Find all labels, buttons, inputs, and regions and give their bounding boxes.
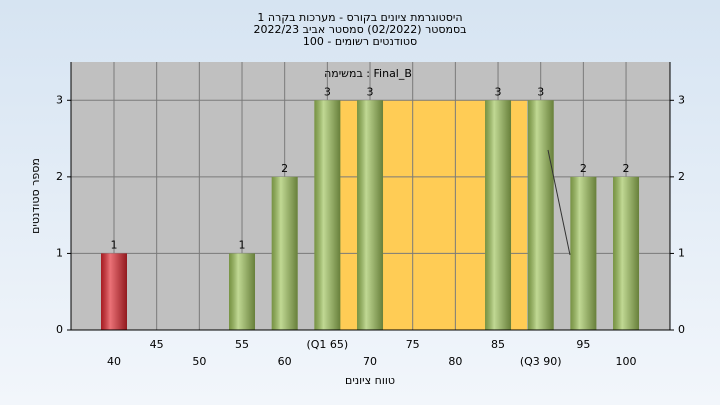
y2-tick-label: 1 [678,246,685,259]
x-tick-label: (Q1 65) [306,338,348,351]
value-label: 1 [239,238,246,251]
chart-subtitle: בסמסטר (02/2022) סמסטר אביב 2022/23 [253,23,466,36]
bar-shade [357,100,384,331]
y-tick-label: 0 [56,323,63,336]
x-tick-label: 100 [616,355,637,368]
y2-tick-label: 0 [678,323,685,336]
y-tick-label: 1 [56,246,63,259]
value-label: 1 [111,238,118,251]
bar-shade [613,176,640,330]
value-label: 2 [623,162,630,175]
y2-tick-label: 2 [678,170,685,183]
x-tick-label: 80 [448,355,462,368]
chart-title: היסטוגרמת ציונים בקורס - מערכות בקרה 1 [257,11,462,24]
connector [547,149,571,256]
y-axis-title: מספר סטודנטים [29,158,42,234]
x-tick-label: 45 [150,338,164,351]
y-tick-label: 2 [56,170,63,183]
bar-shade [485,100,512,331]
x-tick-label: 70 [363,355,377,368]
annotation: במשימה : Final_B [324,67,412,80]
chart-subtitle: סטודנטים רשומים - 100 [303,35,417,48]
y2-tick-label: 3 [678,93,685,106]
bar-shade [229,253,256,330]
value-label: 3 [495,85,502,98]
bar-shade [271,176,298,330]
x-tick-label: 95 [576,338,590,351]
y-tick-label: 3 [56,93,63,106]
x-tick-label: 85 [491,338,505,351]
bar-shade [314,100,341,331]
x-tick-label: 55 [235,338,249,351]
value-label: 2 [281,162,288,175]
value-label: 3 [367,85,374,98]
x-tick-label: 50 [192,355,206,368]
x-tick-label: (Q3 90) [520,355,562,368]
value-label: 2 [580,162,587,175]
value-label: 3 [324,85,331,98]
x-tick-label: 40 [107,355,121,368]
bar-shade [101,253,127,330]
value-label: 3 [537,85,544,98]
bar-shade [527,100,554,331]
x-tick-label: 60 [278,355,292,368]
bars [101,100,640,331]
bar-shade [570,176,597,330]
x-axis-title: טווח ציונים [345,374,395,387]
x-tick-label: 75 [406,338,420,351]
